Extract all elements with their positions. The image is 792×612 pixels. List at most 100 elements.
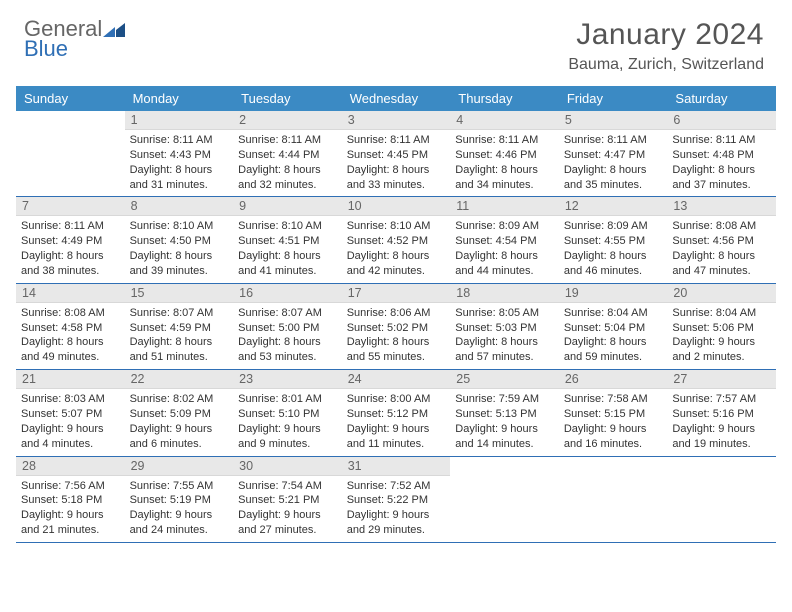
sunset-line: Sunset: 5:00 PM	[238, 321, 337, 336]
daylight-line: Daylight: 9 hours and 19 minutes.	[672, 422, 771, 452]
day-body: Sunrise: 8:04 AMSunset: 5:04 PMDaylight:…	[559, 303, 668, 369]
day-body	[450, 475, 559, 482]
sunset-line: Sunset: 5:07 PM	[21, 407, 120, 422]
day-number: 15	[125, 284, 234, 303]
daylight-line: Daylight: 8 hours and 44 minutes.	[455, 249, 554, 279]
day-body: Sunrise: 8:01 AMSunset: 5:10 PMDaylight:…	[233, 389, 342, 455]
day-number: 3	[342, 111, 451, 130]
sunset-line: Sunset: 5:21 PM	[238, 493, 337, 508]
sunset-line: Sunset: 5:12 PM	[347, 407, 446, 422]
day-cell: 9Sunrise: 8:10 AMSunset: 4:51 PMDaylight…	[233, 197, 342, 282]
daylight-line: Daylight: 8 hours and 57 minutes.	[455, 335, 554, 365]
sunrise-line: Sunrise: 8:01 AM	[238, 392, 337, 407]
day-cell: 21Sunrise: 8:03 AMSunset: 5:07 PMDayligh…	[16, 370, 125, 455]
day-number: 5	[559, 111, 668, 130]
page-title: January 2024	[568, 18, 764, 52]
day-number: 28	[16, 457, 125, 476]
sunrise-line: Sunrise: 8:06 AM	[347, 306, 446, 321]
daylight-line: Daylight: 8 hours and 33 minutes.	[347, 163, 446, 193]
day-number: 18	[450, 284, 559, 303]
sunrise-line: Sunrise: 8:10 AM	[130, 219, 229, 234]
week-row: 28Sunrise: 7:56 AMSunset: 5:18 PMDayligh…	[16, 457, 776, 543]
sunset-line: Sunset: 5:06 PM	[672, 321, 771, 336]
day-body: Sunrise: 8:08 AMSunset: 4:58 PMDaylight:…	[16, 303, 125, 369]
dow-header-row: SundayMondayTuesdayWednesdayThursdayFrid…	[16, 86, 776, 111]
sunset-line: Sunset: 4:44 PM	[238, 148, 337, 163]
day-cell: 25Sunrise: 7:59 AMSunset: 5:13 PMDayligh…	[450, 370, 559, 455]
sunrise-line: Sunrise: 8:09 AM	[455, 219, 554, 234]
day-cell: 29Sunrise: 7:55 AMSunset: 5:19 PMDayligh…	[125, 457, 234, 542]
day-body: Sunrise: 8:10 AMSunset: 4:50 PMDaylight:…	[125, 216, 234, 282]
day-body: Sunrise: 8:02 AMSunset: 5:09 PMDaylight:…	[125, 389, 234, 455]
daylight-line: Daylight: 8 hours and 34 minutes.	[455, 163, 554, 193]
day-body: Sunrise: 8:07 AMSunset: 5:00 PMDaylight:…	[233, 303, 342, 369]
day-body: Sunrise: 8:10 AMSunset: 4:52 PMDaylight:…	[342, 216, 451, 282]
sunrise-line: Sunrise: 8:11 AM	[21, 219, 120, 234]
day-body: Sunrise: 7:52 AMSunset: 5:22 PMDaylight:…	[342, 476, 451, 542]
day-number: 12	[559, 197, 668, 216]
day-body: Sunrise: 8:11 AMSunset: 4:46 PMDaylight:…	[450, 130, 559, 196]
sunrise-line: Sunrise: 8:03 AM	[21, 392, 120, 407]
daylight-line: Daylight: 8 hours and 59 minutes.	[564, 335, 663, 365]
day-body: Sunrise: 8:03 AMSunset: 5:07 PMDaylight:…	[16, 389, 125, 455]
dow-header-cell: Thursday	[450, 86, 559, 111]
sunrise-line: Sunrise: 7:57 AM	[672, 392, 771, 407]
sunset-line: Sunset: 5:15 PM	[564, 407, 663, 422]
daylight-line: Daylight: 9 hours and 4 minutes.	[21, 422, 120, 452]
sunset-line: Sunset: 4:55 PM	[564, 234, 663, 249]
day-cell: 10Sunrise: 8:10 AMSunset: 4:52 PMDayligh…	[342, 197, 451, 282]
sunset-line: Sunset: 5:10 PM	[238, 407, 337, 422]
day-cell: 13Sunrise: 8:08 AMSunset: 4:56 PMDayligh…	[667, 197, 776, 282]
daylight-line: Daylight: 9 hours and 9 minutes.	[238, 422, 337, 452]
sunrise-line: Sunrise: 7:52 AM	[347, 479, 446, 494]
day-body: Sunrise: 8:11 AMSunset: 4:45 PMDaylight:…	[342, 130, 451, 196]
daylight-line: Daylight: 9 hours and 2 minutes.	[672, 335, 771, 365]
day-cell: 5Sunrise: 8:11 AMSunset: 4:47 PMDaylight…	[559, 111, 668, 196]
sunrise-line: Sunrise: 8:11 AM	[130, 133, 229, 148]
sunrise-line: Sunrise: 8:07 AM	[130, 306, 229, 321]
day-number: 29	[125, 457, 234, 476]
day-cell: 23Sunrise: 8:01 AMSunset: 5:10 PMDayligh…	[233, 370, 342, 455]
day-number: 22	[125, 370, 234, 389]
day-cell: 20Sunrise: 8:04 AMSunset: 5:06 PMDayligh…	[667, 284, 776, 369]
day-number: 7	[16, 197, 125, 216]
day-number: 14	[16, 284, 125, 303]
day-cell: 6Sunrise: 8:11 AMSunset: 4:48 PMDaylight…	[667, 111, 776, 196]
sunset-line: Sunset: 4:47 PM	[564, 148, 663, 163]
day-body: Sunrise: 8:05 AMSunset: 5:03 PMDaylight:…	[450, 303, 559, 369]
sunset-line: Sunset: 4:43 PM	[130, 148, 229, 163]
day-number: 9	[233, 197, 342, 216]
day-cell: 11Sunrise: 8:09 AMSunset: 4:54 PMDayligh…	[450, 197, 559, 282]
day-cell: 28Sunrise: 7:56 AMSunset: 5:18 PMDayligh…	[16, 457, 125, 542]
day-number: 20	[667, 284, 776, 303]
sunrise-line: Sunrise: 8:11 AM	[455, 133, 554, 148]
week-row: 14Sunrise: 8:08 AMSunset: 4:58 PMDayligh…	[16, 284, 776, 370]
sunset-line: Sunset: 4:51 PM	[238, 234, 337, 249]
sunset-line: Sunset: 5:16 PM	[672, 407, 771, 422]
day-number: 17	[342, 284, 451, 303]
week-row: 1Sunrise: 8:11 AMSunset: 4:43 PMDaylight…	[16, 111, 776, 197]
dow-header-cell: Saturday	[667, 86, 776, 111]
sunrise-line: Sunrise: 7:58 AM	[564, 392, 663, 407]
day-number: 30	[233, 457, 342, 476]
title-block: January 2024 Bauma, Zurich, Switzerland	[568, 18, 776, 74]
day-body: Sunrise: 8:11 AMSunset: 4:43 PMDaylight:…	[125, 130, 234, 196]
sunrise-line: Sunrise: 8:11 AM	[564, 133, 663, 148]
day-cell: 16Sunrise: 8:07 AMSunset: 5:00 PMDayligh…	[233, 284, 342, 369]
daylight-line: Daylight: 8 hours and 49 minutes.	[21, 335, 120, 365]
daylight-line: Daylight: 9 hours and 21 minutes.	[21, 508, 120, 538]
sunrise-line: Sunrise: 8:00 AM	[347, 392, 446, 407]
daylight-line: Daylight: 9 hours and 27 minutes.	[238, 508, 337, 538]
calendar-table: SundayMondayTuesdayWednesdayThursdayFrid…	[16, 86, 776, 543]
sunrise-line: Sunrise: 8:10 AM	[347, 219, 446, 234]
logo: General Blue	[16, 18, 125, 60]
sunset-line: Sunset: 4:49 PM	[21, 234, 120, 249]
logo-text: General Blue	[24, 18, 125, 60]
day-body	[667, 475, 776, 482]
sunrise-line: Sunrise: 7:55 AM	[130, 479, 229, 494]
day-cell	[559, 457, 668, 542]
day-cell: 24Sunrise: 8:00 AMSunset: 5:12 PMDayligh…	[342, 370, 451, 455]
daylight-line: Daylight: 9 hours and 6 minutes.	[130, 422, 229, 452]
day-cell: 3Sunrise: 8:11 AMSunset: 4:45 PMDaylight…	[342, 111, 451, 196]
day-cell: 12Sunrise: 8:09 AMSunset: 4:55 PMDayligh…	[559, 197, 668, 282]
